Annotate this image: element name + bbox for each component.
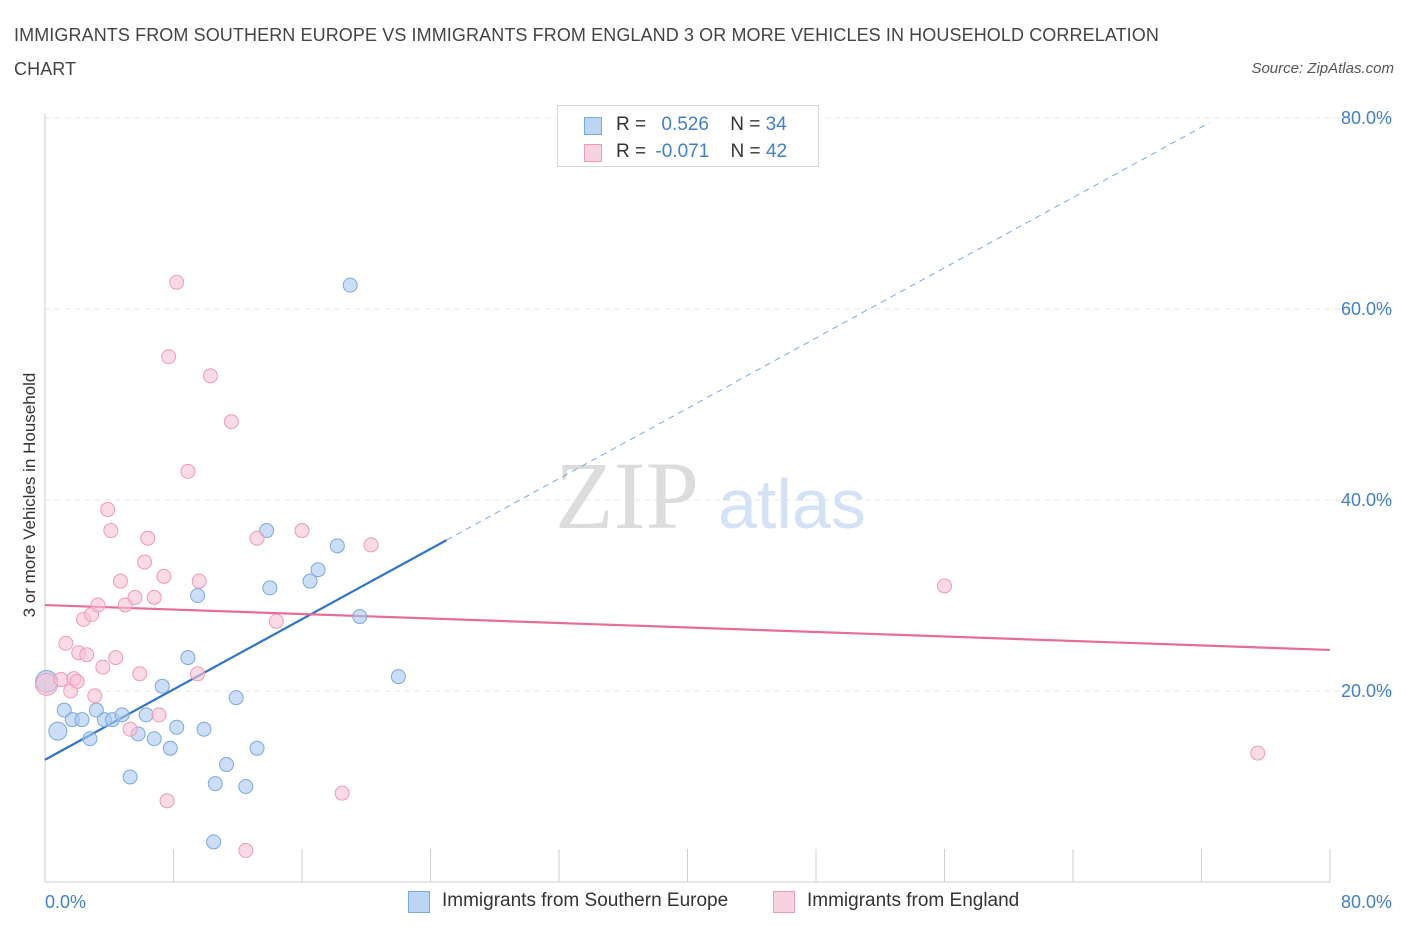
point-series1-38: [363, 537, 379, 553]
point-series0-20: [207, 776, 223, 792]
point-series1-27: [169, 274, 185, 290]
x-tick-label-0: 0.0%: [45, 892, 86, 912]
point-series1-14: [108, 650, 124, 666]
point-series1-30: [191, 573, 207, 589]
watermark-zip: ZIP: [555, 442, 699, 549]
point-series1-31: [202, 368, 218, 384]
point-series1-34: [249, 530, 265, 546]
watermark: ZIP atlas: [555, 442, 866, 549]
point-series1-9: [87, 688, 103, 704]
point-series0-9: [114, 707, 130, 723]
point-series0-14: [154, 678, 170, 694]
trend-line-england: [44, 603, 1331, 652]
r-value-england: -0.071: [655, 141, 710, 162]
point-series1-24: [156, 568, 172, 584]
point-series1-2: [58, 635, 74, 651]
point-series0-29: [329, 538, 345, 554]
point-series1-36: [294, 523, 310, 539]
source-label: Source: ZipAtlas.com: [1251, 60, 1394, 77]
point-series1-35: [268, 613, 284, 629]
series-name-southern-europe: Immigrants from Southern Europe: [442, 890, 729, 911]
point-series0-12: [138, 707, 154, 723]
y-tick-label-3: 20.0%: [1341, 681, 1392, 701]
point-series1-15: [112, 573, 128, 589]
point-series1-39: [937, 578, 952, 594]
point-series1-41: [69, 673, 85, 689]
point-series0-22: [228, 690, 244, 706]
x-tick-label-1: 80.0%: [1341, 892, 1392, 912]
point-series1-20: [137, 554, 153, 570]
n-label: N =: [730, 114, 761, 135]
point-series0-24: [249, 740, 265, 756]
point-series0-30: [342, 277, 358, 293]
point-series0-32: [390, 669, 406, 685]
point-series1-18: [127, 589, 143, 605]
point-series0-4: [74, 712, 90, 728]
point-series0-10: [122, 769, 138, 785]
point-series1-17: [122, 721, 138, 737]
r-label: R =: [616, 141, 647, 162]
y-tick-label-1: 60.0%: [1341, 299, 1392, 319]
stats-legend: R = 0.526 N = 34 R = -0.071 N = 42: [557, 105, 819, 167]
point-series1-13: [103, 523, 119, 539]
point-series1-26: [159, 793, 175, 809]
point-series0-16: [169, 719, 185, 735]
bottom-legend-swatch-blue: [408, 891, 430, 913]
bottom-legend-swatch-pink: [773, 891, 795, 913]
watermark-atlas: atlas: [718, 465, 866, 543]
point-series1-28: [180, 463, 196, 479]
trend-line-southern-europe-extension: [446, 122, 1210, 541]
point-series1-23: [151, 707, 167, 723]
point-series1-12: [100, 502, 116, 518]
point-series0-23: [238, 779, 254, 794]
y-tick-label-0: 80.0%: [1341, 108, 1392, 128]
point-series0-33: [206, 834, 222, 850]
r-label: R =: [616, 114, 647, 135]
point-series0-2: [56, 702, 72, 718]
point-series0-28: [310, 562, 326, 578]
r-value-southern-europe: 0.526: [661, 114, 709, 135]
point-series0-27: [302, 573, 318, 589]
gridlines: [45, 117, 1392, 692]
legend-swatch-pink: [584, 144, 602, 162]
n-value-england: 42: [765, 141, 788, 162]
tick-labels: 80.0% 60.0% 40.0% 20.0% 0.0% 80.0%: [45, 108, 1392, 912]
point-series0-17: [180, 650, 196, 666]
point-series1-21: [140, 530, 156, 546]
point-series0-5: [82, 731, 98, 747]
chart-title: IMMIGRANTS FROM SOUTHERN EUROPE VS IMMIG…: [14, 25, 1159, 79]
axes: [44, 114, 1331, 883]
point-series1-1: [53, 672, 69, 688]
point-series1-33: [238, 842, 254, 858]
point-series1-32: [223, 414, 239, 430]
data-points: [35, 274, 1266, 858]
point-series1-40: [1250, 745, 1266, 761]
point-series1-29: [190, 666, 206, 682]
series-name-england: Immigrants from England: [807, 890, 1020, 911]
n-label: N =: [730, 141, 761, 162]
point-series0-31: [352, 609, 368, 625]
point-series0-15: [162, 740, 178, 756]
point-series1-22: [146, 589, 162, 605]
point-series1-7: [79, 647, 95, 663]
point-series0-19: [196, 721, 212, 737]
point-series0-13: [146, 731, 162, 747]
y-tick-label-2: 40.0%: [1341, 490, 1392, 510]
n-value-southern-europe: 34: [765, 114, 787, 135]
point-series0-21: [219, 757, 235, 773]
point-series1-37: [334, 785, 350, 801]
point-series0-1: [48, 721, 68, 741]
point-series1-25: [161, 349, 177, 365]
point-series0-18: [190, 588, 206, 603]
point-series1-19: [132, 666, 148, 682]
point-series0-26: [262, 580, 278, 596]
point-series1-10: [90, 597, 106, 613]
legend-swatch-blue: [584, 117, 602, 135]
point-series1-11: [95, 659, 111, 675]
